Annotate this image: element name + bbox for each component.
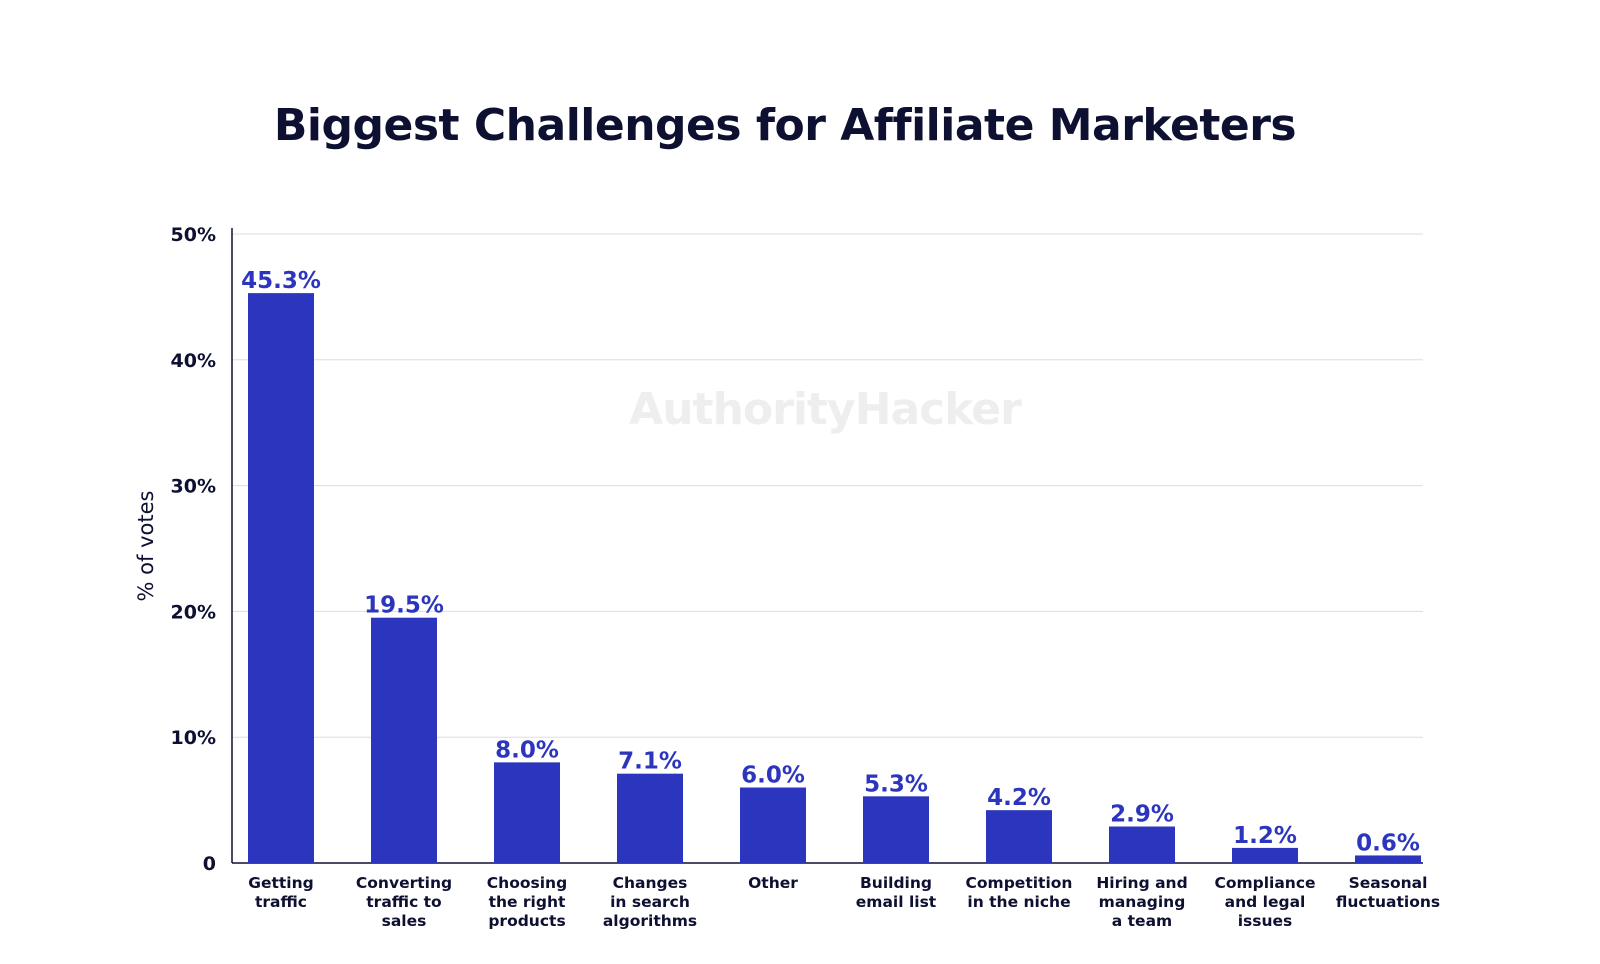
y-tick-label: 20% (171, 601, 216, 623)
bar (494, 762, 560, 863)
x-tick-label: Changes in search algorithms (603, 874, 697, 930)
x-tick-label: Choosing the right products (487, 874, 567, 930)
x-tick-label-line: managing (1099, 893, 1186, 911)
x-tick-label-line: traffic to (366, 893, 441, 911)
x-tick-label-line: traffic (255, 893, 307, 911)
x-tick-label-line: issues (1238, 912, 1293, 930)
x-tick-label-line: in search (610, 893, 690, 911)
x-tick-label-line: Competition (966, 874, 1073, 892)
bar (617, 773, 683, 863)
labels: 0 10% 20% 30% 40% 50% 45.3% Getting traffic 19.5%… (171, 224, 1441, 930)
y-tick-label: 30% (171, 476, 216, 498)
bar (1355, 855, 1421, 863)
bar (248, 293, 314, 864)
x-tick-label-line: algorithms (603, 912, 697, 930)
x-tick-label: Compliance and legal issues (1214, 874, 1315, 930)
x-tick-label: Converting traffic to sales (356, 874, 452, 930)
x-tick-label-line: Other (748, 874, 798, 892)
x-tick-label: Hiring and managing a team (1096, 874, 1187, 930)
x-tick-label-line: email list (856, 893, 937, 911)
data-label: 0.6% (1356, 830, 1420, 856)
x-tick-label-line: the right (489, 893, 566, 911)
x-tick-label-line: sales (382, 912, 427, 930)
x-tick-label-line: Compliance (1214, 874, 1315, 892)
data-label: 45.3% (241, 268, 321, 294)
data-label: 5.3% (864, 771, 928, 797)
watermark: AuthorityHacker (629, 384, 1022, 435)
bar (740, 787, 806, 863)
x-tick-label: Seasonal fluctuations (1336, 874, 1440, 911)
x-tick-label-line: Choosing (487, 874, 567, 892)
data-label: 1.2% (1233, 823, 1297, 849)
bar (986, 810, 1052, 863)
x-tick-label-line: fluctuations (1336, 893, 1440, 911)
x-tick-label-line: Getting (248, 874, 314, 892)
x-tick-label-line: Changes (613, 874, 688, 892)
bars (248, 293, 1421, 864)
x-tick-label-line: and legal (1225, 893, 1306, 911)
x-tick-label: Getting traffic (248, 874, 314, 911)
x-tick-label-line: Converting (356, 874, 452, 892)
x-tick-label: Building email list (856, 874, 937, 911)
y-tick-label: 10% (171, 727, 216, 749)
data-label: 8.0% (495, 737, 559, 763)
bar (863, 796, 929, 863)
x-tick-label-line: products (488, 912, 565, 930)
y-axis-label: % of votes (134, 491, 158, 602)
x-tick-label: Competition in the niche (966, 874, 1073, 911)
y-tick-label: 50% (171, 224, 216, 246)
bar (1232, 847, 1298, 863)
bar (371, 617, 437, 863)
data-label: 19.5% (364, 593, 444, 619)
y-tick-label: 0 (203, 853, 216, 875)
data-label: 4.2% (987, 785, 1051, 811)
bar (1109, 826, 1175, 863)
data-label: 2.9% (1110, 802, 1174, 828)
data-label: 7.1% (618, 749, 682, 775)
x-tick-label-line: Hiring and (1096, 874, 1187, 892)
y-tick-label: 40% (171, 350, 216, 372)
x-tick-label-line: a team (1112, 912, 1172, 930)
x-tick-label-line: Seasonal (1349, 874, 1428, 892)
x-tick-label-line: in the niche (967, 893, 1070, 911)
x-tick-label-line: Building (860, 874, 932, 892)
chart-title: Biggest Challenges for Affiliate Markete… (273, 100, 1297, 151)
data-label: 6.0% (741, 763, 805, 789)
x-tick-label: Other (748, 874, 798, 892)
